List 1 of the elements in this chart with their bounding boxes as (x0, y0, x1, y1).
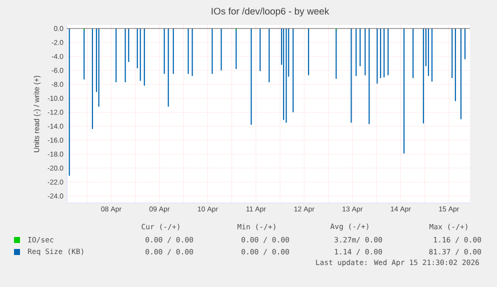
chart-title: IOs for /dev/loop6 - by week (212, 8, 330, 16)
